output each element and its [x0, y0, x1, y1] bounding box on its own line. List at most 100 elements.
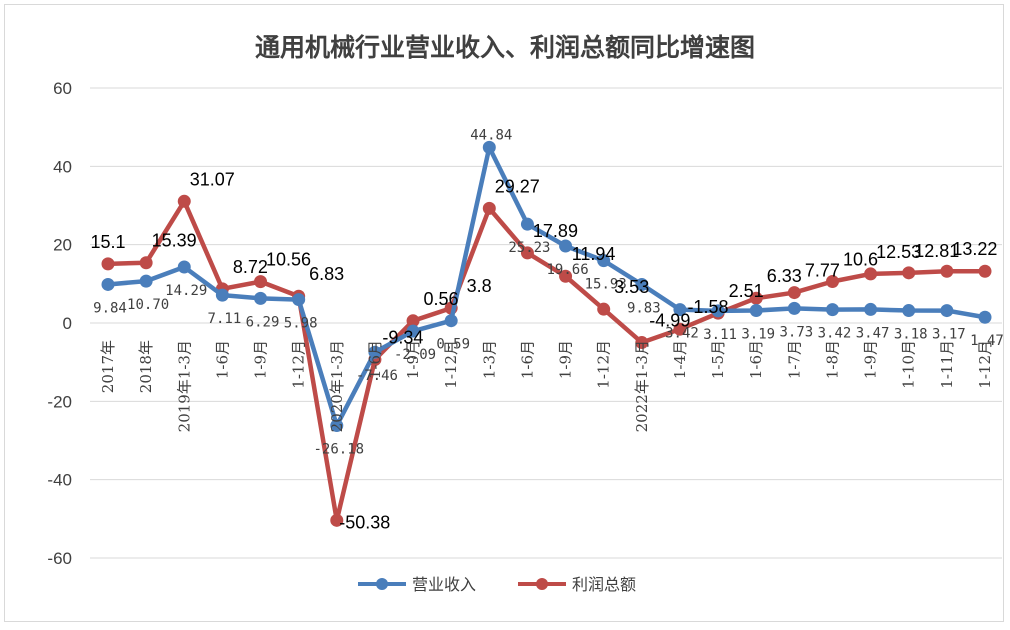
x-tick-label: 2018年 [137, 340, 155, 393]
data-label-revenue: 44.84 [470, 127, 512, 143]
x-tick-label: 1-9月 [404, 340, 422, 379]
data-point-revenue [444, 314, 458, 328]
data-point-profit [902, 266, 916, 280]
data-point-revenue [673, 303, 687, 317]
data-label-revenue: 9.84 [93, 300, 127, 316]
data-point-profit [673, 322, 687, 336]
series-lines [101, 140, 992, 527]
data-label-profit: 2.51 [729, 281, 764, 301]
data-label-revenue: 3.47 [856, 325, 890, 341]
data-label-revenue: -2.09 [394, 347, 436, 363]
data-label-revenue: 14.29 [165, 283, 207, 299]
data-label-revenue: 3.11 [703, 327, 737, 343]
data-label-profit: 13.22 [952, 239, 997, 259]
legend-marker [376, 578, 388, 590]
data-label-revenue: -26.18 [313, 442, 364, 458]
data-point-revenue [864, 302, 878, 316]
data-label-revenue: 10.70 [127, 297, 169, 313]
data-label-profit: 10.56 [266, 250, 311, 270]
legend-label: 营业收入 [412, 575, 476, 594]
y-tick-label: 60 [53, 79, 72, 98]
x-tick-label: 1-6月 [366, 340, 384, 379]
data-label-revenue: 25.23 [508, 240, 550, 256]
data-label-revenue: 7.11 [208, 311, 242, 327]
x-tick-label: 1-7月 [785, 340, 803, 379]
data-label-profit: 6.33 [767, 266, 802, 286]
x-tick-label: 1-5月 [709, 340, 727, 379]
data-label-revenue: 3.73 [779, 324, 813, 340]
data-point-profit [635, 336, 649, 350]
data-point-profit [101, 257, 115, 271]
legend-marker [536, 578, 548, 590]
data-point-profit [597, 302, 611, 316]
legend-label: 利润总额 [572, 575, 636, 594]
data-point-revenue [711, 304, 725, 318]
data-label-revenue: 15.93 [585, 277, 627, 293]
data-label-profit: 29.27 [495, 176, 540, 196]
data-point-profit [482, 201, 496, 215]
x-tick-label: 1-9月 [862, 340, 880, 379]
data-label-profit: -4.99 [649, 311, 690, 331]
data-label-revenue: -7.46 [356, 368, 398, 384]
data-point-revenue [940, 304, 954, 318]
data-point-profit [330, 513, 344, 527]
data-point-profit [749, 291, 763, 305]
data-point-profit [139, 256, 153, 270]
x-tick-label: 1-3月 [480, 340, 498, 379]
y-tick-label: -20 [47, 392, 72, 411]
data-point-revenue [520, 217, 534, 231]
x-tick-label: 2019年1-3月 [175, 340, 193, 432]
data-label-profit: 8.72 [233, 257, 268, 277]
x-tick-label: 1-9月 [252, 340, 270, 379]
data-label-revenue: 5.98 [284, 316, 318, 332]
data-label-revenue: 6.29 [246, 314, 280, 330]
data-label-revenue: 1.47 [970, 333, 1004, 349]
data-label-profit: 15.1 [90, 232, 125, 252]
data-point-profit [254, 275, 268, 289]
x-tick-label: 1-4月 [671, 340, 689, 379]
y-tick-label: 20 [53, 236, 72, 255]
data-point-revenue [254, 291, 268, 305]
data-point-revenue [825, 303, 839, 317]
x-tick-label: 1-12月 [595, 340, 613, 389]
x-tick-label: 1-9月 [557, 340, 575, 379]
data-label-revenue: 9.83 [627, 300, 661, 316]
data-label-profit: 0.56 [424, 289, 459, 309]
y-tick-label: -60 [47, 549, 72, 568]
data-point-revenue [330, 419, 344, 433]
data-label-profit: 15.39 [152, 231, 197, 251]
x-tick-label: 1-12月 [976, 340, 994, 389]
x-tick-label: 2020年1-3月 [328, 340, 346, 432]
data-label-profit: 11.94 [572, 244, 616, 264]
data-point-revenue [139, 274, 153, 288]
x-tick-label: 1-12月 [442, 340, 460, 389]
data-label-revenue: 3.42 [818, 326, 852, 342]
data-point-revenue [368, 345, 382, 359]
data-label-revenue: 19.66 [546, 262, 588, 278]
y-tick-label: 0 [63, 314, 72, 333]
data-label-profit: -9.34 [382, 328, 423, 348]
data-label-profit: 6.83 [309, 264, 344, 284]
data-point-revenue [559, 239, 573, 253]
data-point-revenue [177, 260, 191, 274]
data-point-revenue [902, 304, 916, 318]
legend: 营业收入 利润总额 [358, 575, 636, 594]
chart-title: 通用机械行业营业收入、利润总额同比增速图 [255, 33, 755, 62]
data-label-revenue: 3.42 [665, 326, 699, 342]
data-label-revenue: 3.19 [741, 327, 775, 343]
x-tick-label: 1-11月 [938, 340, 956, 389]
data-point-revenue [978, 310, 992, 324]
data-point-profit [177, 194, 191, 208]
data-point-revenue [597, 254, 611, 268]
data-label-revenue: 3.18 [894, 327, 928, 343]
data-label-profit: 17.89 [533, 221, 578, 241]
x-tick-label: 1-12月 [290, 340, 308, 389]
data-label-profit: 3.8 [467, 276, 492, 296]
y-axis-ticks: 60 40 20 0 -20 -40 -60 [47, 79, 72, 568]
x-axis-ticks: 2017年 2018年 2019年1-3月 1-6月 1-9月 1-12月 2020年1-3… [99, 340, 994, 432]
data-point-profit [978, 264, 992, 278]
gridlines [90, 87, 1002, 559]
y-tick-label: -40 [47, 471, 72, 490]
